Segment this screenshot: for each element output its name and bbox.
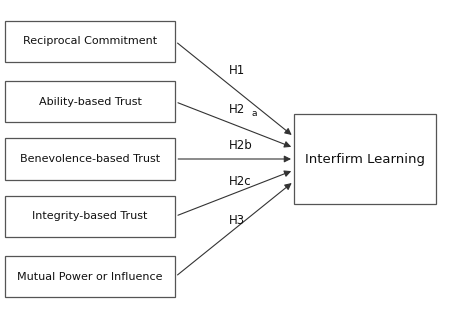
Text: H2b: H2b — [228, 139, 253, 152]
FancyBboxPatch shape — [5, 256, 175, 297]
Text: H2: H2 — [228, 102, 245, 115]
Text: Mutual Power or Influence: Mutual Power or Influence — [18, 272, 163, 282]
FancyBboxPatch shape — [5, 21, 175, 62]
Text: a: a — [251, 109, 257, 118]
FancyBboxPatch shape — [294, 114, 436, 204]
Text: H3: H3 — [228, 214, 245, 227]
Text: Integrity-based Trust: Integrity-based Trust — [32, 211, 148, 221]
Text: H2c: H2c — [228, 176, 251, 189]
Text: Interfirm Learning: Interfirm Learning — [305, 153, 425, 165]
FancyBboxPatch shape — [5, 196, 175, 237]
Text: Ability-based Trust: Ability-based Trust — [38, 97, 142, 107]
Text: Benevolence-based Trust: Benevolence-based Trust — [20, 154, 160, 164]
FancyBboxPatch shape — [5, 138, 175, 180]
Text: Reciprocal Commitment: Reciprocal Commitment — [23, 36, 157, 46]
Text: H1: H1 — [228, 64, 245, 77]
FancyBboxPatch shape — [5, 81, 175, 122]
